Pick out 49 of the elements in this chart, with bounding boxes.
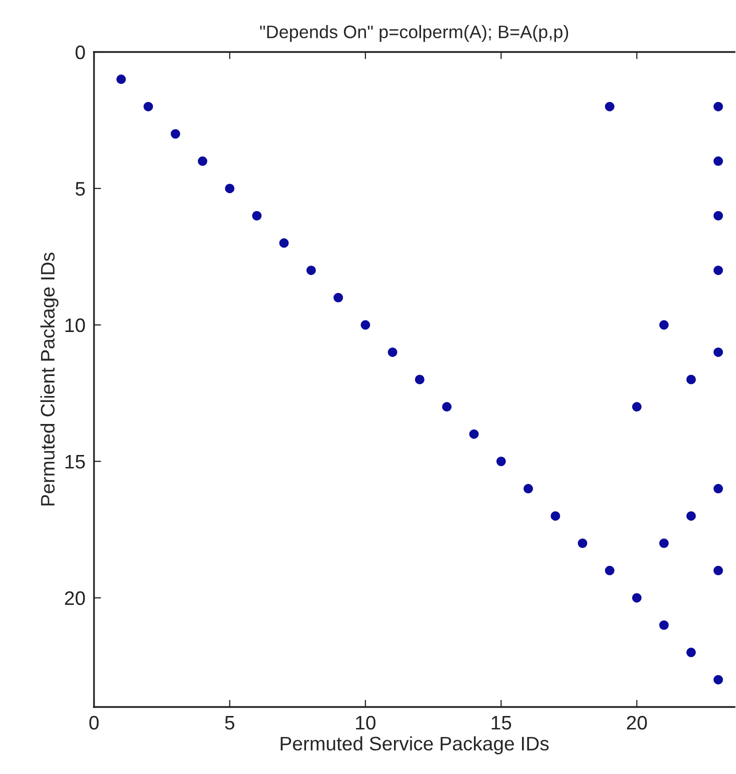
point	[604, 102, 614, 112]
y-tick-label: 10	[66, 318, 85, 332]
point	[713, 156, 723, 166]
x-tick-label: 10	[356, 716, 376, 730]
point	[604, 566, 614, 576]
point	[713, 102, 723, 112]
y-tick-label: 5	[76, 182, 85, 196]
point	[578, 538, 588, 548]
x-axis-title: Permuted Service Package IDs	[280, 736, 549, 754]
point	[713, 347, 723, 357]
point	[659, 538, 669, 548]
point	[550, 511, 560, 521]
x-tick-label: 0	[89, 716, 99, 730]
point	[632, 593, 642, 603]
point	[524, 484, 534, 494]
point	[252, 211, 262, 220]
point	[116, 74, 126, 84]
point	[713, 211, 723, 220]
point	[713, 566, 723, 576]
point	[334, 292, 344, 302]
x-tick-label: 20	[626, 716, 647, 730]
y-tick-label: 15	[66, 455, 85, 469]
point	[170, 129, 180, 139]
point	[713, 266, 723, 276]
point	[659, 320, 669, 330]
point	[360, 320, 370, 330]
point	[686, 648, 696, 658]
chart-title: "Depends On" p=colperm(A); B=A(p,p)	[260, 25, 568, 42]
point	[713, 484, 723, 494]
x-tick-label: 5	[225, 716, 234, 730]
point	[224, 184, 234, 194]
y-axis-title: Permuted Client Package IDs	[40, 252, 58, 506]
point	[279, 238, 289, 248]
y-tick-label: 20	[65, 591, 85, 606]
point	[659, 620, 669, 630]
point	[713, 674, 723, 684]
point	[686, 374, 696, 384]
point	[388, 347, 398, 357]
x-tick-label: 15	[492, 716, 512, 730]
point	[306, 266, 316, 276]
point	[198, 156, 208, 166]
point	[632, 402, 642, 412]
point	[144, 102, 154, 112]
y-tick-label: 0	[76, 45, 85, 60]
point	[686, 511, 696, 521]
point	[414, 374, 424, 384]
point	[496, 456, 506, 466]
point	[442, 402, 452, 412]
point	[469, 429, 479, 439]
